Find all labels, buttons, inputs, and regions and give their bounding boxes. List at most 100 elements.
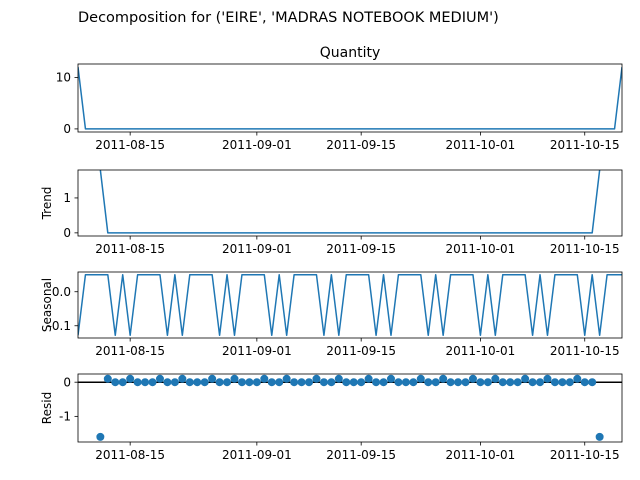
resid-point	[223, 378, 232, 387]
x-tick-label: 2011-10-15	[550, 138, 620, 152]
resid-point	[498, 378, 507, 387]
resid-point	[327, 378, 336, 387]
resid-point	[230, 374, 239, 383]
resid-point	[208, 374, 217, 383]
series-line	[78, 273, 622, 337]
x-tick-label: 2011-08-15	[95, 344, 165, 358]
resid-point	[126, 374, 135, 383]
x-tick-label: 2011-09-01	[222, 138, 292, 152]
x-tick-label: 2011-10-01	[446, 344, 516, 358]
resid-point	[379, 378, 388, 387]
y-tick-label: 0	[63, 226, 71, 240]
resid-point	[431, 378, 440, 387]
x-tick-label: 2011-09-01	[222, 448, 292, 462]
plot-area	[78, 273, 622, 337]
resid-point	[155, 374, 164, 383]
resid-point	[260, 374, 269, 383]
resid-point	[491, 374, 500, 383]
resid-point	[282, 374, 291, 383]
x-tick-label: 2011-10-01	[446, 242, 516, 256]
resid-point	[550, 378, 559, 387]
resid-point	[111, 378, 120, 387]
resid-point	[312, 374, 321, 383]
resid-point	[580, 378, 589, 387]
resid-point	[416, 374, 425, 383]
x-tick-label: 2011-08-15	[95, 138, 165, 152]
resid-point	[536, 378, 545, 387]
resid-point	[200, 378, 209, 387]
resid-point	[319, 378, 328, 387]
resid-point	[394, 378, 403, 387]
x-tick-label: 2011-09-01	[222, 344, 292, 358]
x-tick-label: 2011-10-01	[446, 138, 516, 152]
x-tick-label: 2011-09-15	[326, 344, 396, 358]
series-line	[78, 67, 622, 130]
x-tick-label: 2011-08-15	[95, 242, 165, 256]
resid-point	[178, 374, 187, 383]
resid-point	[439, 374, 448, 383]
resid-point	[237, 378, 246, 387]
y-tick-label: 0	[63, 122, 71, 136]
panel-title: Quantity	[320, 45, 381, 61]
y-axis-label: Seasonal	[40, 278, 54, 332]
resid-point	[521, 374, 530, 383]
x-tick-label: 2011-10-15	[550, 242, 620, 256]
axes-frame	[77, 373, 623, 443]
resid-point	[401, 378, 410, 387]
resid-point	[454, 378, 463, 387]
resid-point	[461, 378, 470, 387]
axes-frame	[77, 169, 623, 237]
plot-area	[78, 374, 622, 441]
resid-point	[245, 378, 254, 387]
resid-point	[163, 378, 172, 387]
resid-point	[170, 378, 179, 387]
resid-point	[476, 378, 485, 387]
panel-1: Trend 0 1 2011-08-15 2011-09-01 2011-09-15 201…	[40, 169, 623, 256]
y-tick-label: 0	[63, 375, 71, 389]
resid-point	[588, 378, 597, 387]
resid-point	[334, 374, 343, 383]
resid-point	[267, 378, 276, 387]
resid-point	[386, 374, 395, 383]
resid-point	[297, 378, 306, 387]
resid-point	[513, 378, 522, 387]
resid-point	[133, 378, 142, 387]
x-tick-label: 2011-10-15	[550, 448, 620, 462]
resid-point	[141, 378, 150, 387]
resid-point	[483, 378, 492, 387]
y-axis-label: Resid	[40, 392, 54, 424]
x-tick-label: 2011-08-15	[95, 448, 165, 462]
y-tick-label: 0.0	[52, 285, 71, 299]
resid-point	[372, 378, 381, 387]
x-tick-label: 2011-10-15	[550, 344, 620, 358]
resid-point	[252, 378, 261, 387]
x-tick-label: 2011-10-01	[446, 448, 516, 462]
resid-point	[565, 378, 574, 387]
resid-point	[342, 378, 351, 387]
y-tick-label: -1	[59, 410, 71, 424]
resid-point	[558, 378, 567, 387]
resid-point	[468, 374, 477, 383]
y-axis-label: Trend	[40, 187, 54, 221]
resid-point	[506, 378, 515, 387]
axes-frame	[77, 63, 623, 133]
x-tick-label: 2011-09-01	[222, 242, 292, 256]
resid-point	[424, 378, 433, 387]
x-tick-label: 2011-09-15	[326, 242, 396, 256]
x-tick-label: 2011-09-15	[326, 448, 396, 462]
resid-point	[290, 378, 299, 387]
resid-point	[118, 378, 127, 387]
resid-point	[193, 378, 202, 387]
resid-point	[446, 378, 455, 387]
plot-area	[78, 67, 622, 130]
resid-point	[215, 378, 224, 387]
series-line	[99, 170, 601, 234]
panel-0: Quantity 0 10 2011-08-15 2011-09-01 2011-09-1…	[56, 45, 623, 152]
resid-point	[409, 378, 418, 387]
resid-point	[357, 378, 366, 387]
resid-point	[543, 374, 552, 383]
panel-2: Seasonal-0.1 0.0 2011-08-15 2011-09-01 2011-…	[40, 271, 623, 358]
resid-point	[185, 378, 194, 387]
resid-point	[305, 378, 314, 387]
